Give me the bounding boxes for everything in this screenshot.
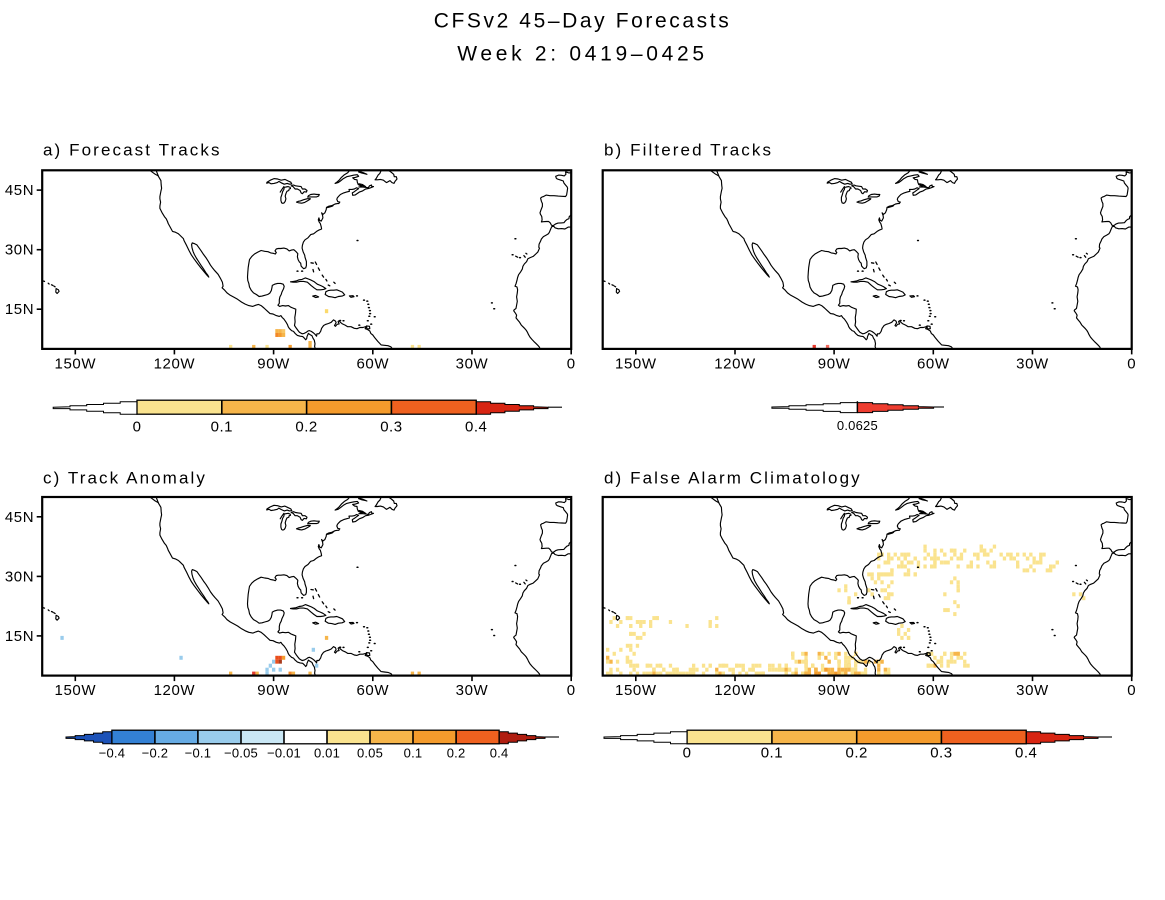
svg-text:0.3: 0.3 — [380, 419, 402, 436]
svg-text:150W: 150W — [615, 355, 657, 372]
svg-text:0.0625: 0.0625 — [837, 418, 878, 433]
svg-text:0.1: 0.1 — [211, 419, 233, 436]
svg-text:0: 0 — [1127, 355, 1136, 372]
svg-text:30W: 30W — [1016, 355, 1049, 372]
svg-text:0: 0 — [567, 355, 576, 372]
svg-text:90W: 90W — [818, 355, 851, 372]
svg-text:0: 0 — [567, 682, 576, 699]
svg-text:0.01: 0.01 — [314, 746, 340, 761]
svg-text:150W: 150W — [55, 355, 97, 372]
svg-text:45N: 45N — [5, 509, 34, 526]
svg-text:60W: 60W — [356, 355, 389, 372]
svg-text:0.4: 0.4 — [465, 419, 487, 436]
svg-text:30W: 30W — [456, 682, 489, 699]
svg-text:60W: 60W — [356, 682, 389, 699]
svg-text:b) Filtered Tracks: b) Filtered Tracks — [604, 141, 773, 160]
svg-text:0.4: 0.4 — [1015, 745, 1037, 762]
svg-text:90W: 90W — [818, 682, 851, 699]
svg-text:60W: 60W — [917, 682, 950, 699]
svg-text:−0.01: −0.01 — [267, 746, 301, 761]
svg-text:0.05: 0.05 — [357, 746, 383, 761]
svg-text:0.1: 0.1 — [404, 746, 423, 761]
svg-text:CFSv2 45–Day Forecasts: CFSv2 45–Day Forecasts — [434, 10, 732, 33]
svg-text:0.4: 0.4 — [490, 746, 509, 761]
svg-text:−0.05: −0.05 — [224, 746, 258, 761]
svg-text:d) False Alarm Climatology: d) False Alarm Climatology — [604, 469, 862, 488]
svg-text:15N: 15N — [5, 628, 34, 645]
svg-text:−0.1: −0.1 — [185, 746, 211, 761]
svg-text:0.1: 0.1 — [761, 745, 783, 762]
svg-text:45N: 45N — [5, 182, 34, 199]
svg-text:0.2: 0.2 — [447, 746, 466, 761]
svg-text:120W: 120W — [154, 682, 196, 699]
svg-text:a) Forecast Tracks: a) Forecast Tracks — [43, 141, 222, 160]
svg-text:−0.2: −0.2 — [142, 746, 168, 761]
svg-text:−0.4: −0.4 — [99, 746, 125, 761]
svg-text:30N: 30N — [5, 242, 34, 259]
svg-text:60W: 60W — [917, 355, 950, 372]
svg-text:Week 2: 0419–0425: Week 2: 0419–0425 — [457, 43, 708, 66]
svg-text:120W: 120W — [154, 355, 196, 372]
svg-text:120W: 120W — [714, 355, 756, 372]
svg-text:0.2: 0.2 — [846, 745, 868, 762]
svg-text:30W: 30W — [1016, 682, 1049, 699]
svg-text:0: 0 — [133, 419, 142, 436]
svg-text:0.2: 0.2 — [295, 419, 317, 436]
svg-text:30W: 30W — [456, 355, 489, 372]
svg-text:0.3: 0.3 — [930, 745, 952, 762]
svg-text:150W: 150W — [55, 682, 97, 699]
svg-text:0: 0 — [1127, 682, 1136, 699]
svg-text:90W: 90W — [257, 682, 290, 699]
svg-text:15N: 15N — [5, 301, 34, 318]
svg-text:30N: 30N — [5, 568, 34, 585]
svg-text:120W: 120W — [714, 682, 756, 699]
svg-text:c) Track Anomaly: c) Track Anomaly — [43, 469, 207, 488]
svg-text:150W: 150W — [615, 682, 657, 699]
svg-text:90W: 90W — [257, 355, 290, 372]
svg-text:0: 0 — [683, 745, 692, 762]
